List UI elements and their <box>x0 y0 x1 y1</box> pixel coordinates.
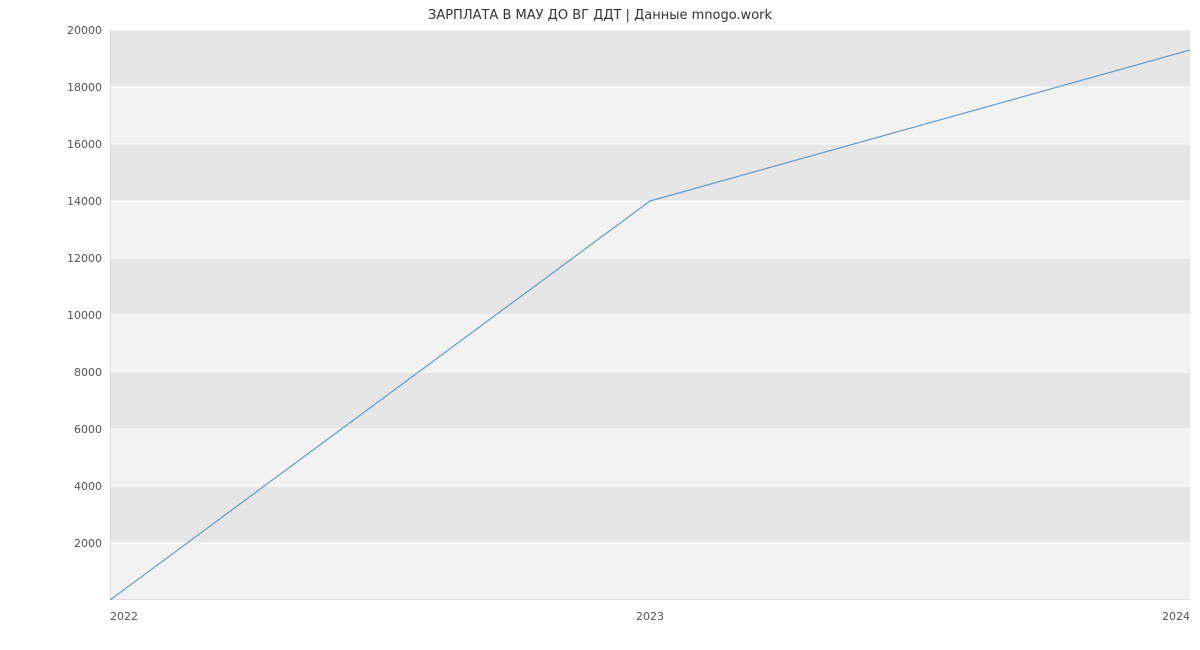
y-tick-label: 14000 <box>67 195 102 208</box>
salary-line-chart: ЗАРПЛАТА В МАУ ДО ВГ ДДТ | Данные mnogo.… <box>0 0 1200 650</box>
y-tick-label: 10000 <box>67 309 102 322</box>
y-tick-label: 2000 <box>74 537 102 550</box>
y-tick-label: 6000 <box>74 423 102 436</box>
y-tick-label: 12000 <box>67 252 102 265</box>
y-tick-label: 18000 <box>67 81 102 94</box>
x-tick-label: 2024 <box>1162 610 1190 623</box>
y-tick-label: 4000 <box>74 480 102 493</box>
plot-area <box>110 30 1190 600</box>
y-tick-label: 20000 <box>67 24 102 37</box>
x-tick-label: 2023 <box>636 610 664 623</box>
y-tick-label: 8000 <box>74 366 102 379</box>
y-tick-label: 16000 <box>67 138 102 151</box>
x-tick-label: 2022 <box>110 610 138 623</box>
chart-title: ЗАРПЛАТА В МАУ ДО ВГ ДДТ | Данные mnogo.… <box>0 8 1200 23</box>
